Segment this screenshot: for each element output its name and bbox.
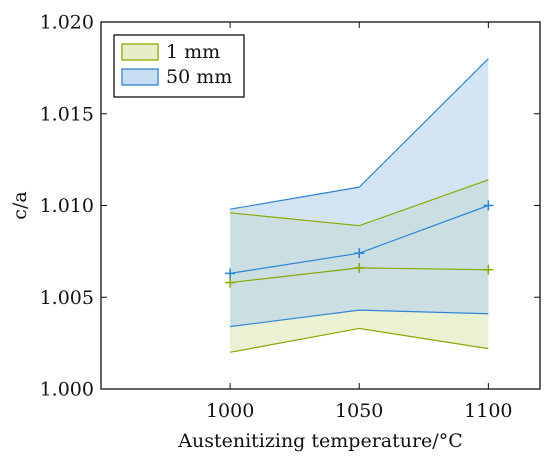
mean-point-1-mm xyxy=(225,277,236,288)
y-tick-label: 1.010 xyxy=(40,195,94,217)
mean-point-1-mm xyxy=(354,262,365,273)
mean-point-1-mm xyxy=(483,264,494,275)
y-tick-label: 1.000 xyxy=(40,379,94,401)
y-tick-label: 1.005 xyxy=(40,287,94,309)
x-tick-label: 1100 xyxy=(464,400,512,422)
mean-point-50-mm xyxy=(354,248,365,259)
legend-swatch-50-mm xyxy=(121,68,159,86)
x-tick-label: 1000 xyxy=(206,400,254,422)
band-upper-1-mm xyxy=(230,179,489,227)
legend-swatch-1-mm xyxy=(121,43,159,61)
band-lower-1-mm xyxy=(230,327,489,353)
mean-point-50-mm xyxy=(483,200,494,211)
x-tick-label: 1050 xyxy=(335,400,383,422)
x-axis-label: Austenitizing temperature/°C xyxy=(177,430,463,452)
y-axis-ticks: 1.000 1.005 1.010 1.015 1.020 xyxy=(40,12,540,401)
mean-point-50-mm xyxy=(225,268,236,279)
y-axis-label: c/a xyxy=(9,191,31,219)
band-upper-50-mm xyxy=(230,58,489,210)
uncertainty-bands xyxy=(230,58,489,353)
legend-label-50-mm: 50 mm xyxy=(166,66,232,88)
y-tick-label: 1.015 xyxy=(40,103,94,125)
y-tick-label: 1.020 xyxy=(40,12,94,34)
band-lower-50-mm xyxy=(230,309,489,328)
band-50-mm xyxy=(230,58,489,327)
legend: 1 mm 50 mm xyxy=(113,34,245,98)
x-axis-ticks: 1000 1050 1100 xyxy=(206,22,513,422)
series-markers xyxy=(225,200,494,288)
legend-label-1-mm: 1 mm xyxy=(166,41,220,63)
